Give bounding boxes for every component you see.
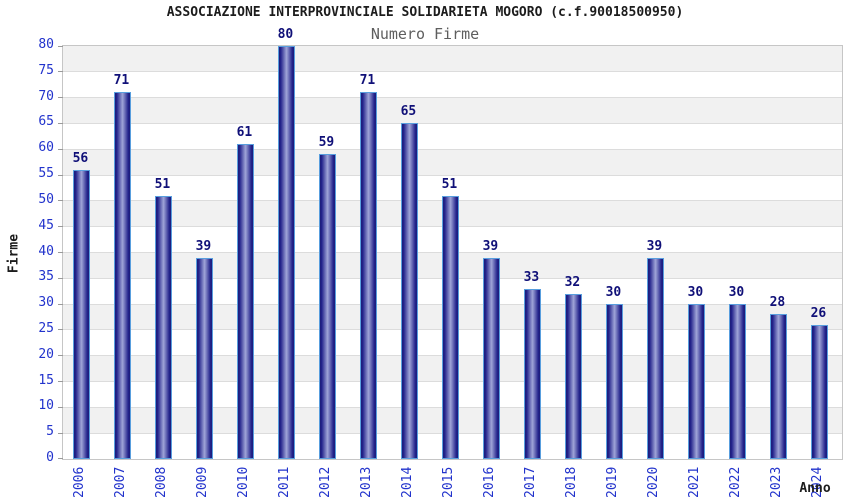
bar-value-label: 61 — [236, 125, 253, 141]
y-tick-label: 70 — [38, 88, 54, 104]
bar-value-label: 32 — [564, 274, 581, 290]
gridline — [63, 148, 842, 150]
plot-area — [58, 45, 843, 460]
y-tick-label: 40 — [38, 243, 54, 259]
bar-value-label: 39 — [195, 238, 212, 254]
x-tick-label-2010: 2010 — [236, 466, 252, 498]
x-tick-label-2012: 2012 — [318, 466, 334, 498]
bar-value-label: 51 — [154, 176, 171, 192]
bar-2024 — [810, 324, 828, 459]
gridline — [63, 71, 842, 73]
x-tick-label-2018: 2018 — [564, 466, 580, 498]
y-tick-label: 0 — [46, 450, 54, 465]
bar-value-label: 51 — [441, 176, 458, 192]
y-tick-mark — [58, 329, 63, 331]
y-tick-label: 15 — [38, 372, 54, 388]
bar-2014 — [400, 123, 418, 459]
bar-value-label: 28 — [769, 295, 786, 311]
x-tick-label-2015: 2015 — [441, 466, 457, 498]
bar-2015 — [441, 195, 459, 459]
x-tick-label-2017: 2017 — [523, 466, 539, 498]
y-tick-label: 30 — [38, 295, 54, 311]
y-tick-mark — [58, 71, 63, 73]
x-tick-label-2013: 2013 — [359, 466, 375, 498]
y-tick-mark — [58, 46, 63, 47]
y-tick-label: 35 — [38, 269, 54, 285]
bar-value-label: 56 — [72, 150, 89, 166]
bar-2007 — [113, 92, 131, 459]
x-tick-label-2011: 2011 — [277, 466, 293, 498]
bar-value-label: 80 — [277, 27, 294, 42]
x-tick-label-2009: 2009 — [195, 466, 211, 498]
y-tick-label: 10 — [38, 398, 54, 414]
y-tick-mark — [58, 252, 63, 253]
y-tick-mark — [58, 97, 63, 99]
x-tick-label-2007: 2007 — [113, 466, 129, 498]
bar-value-label: 39 — [482, 238, 499, 254]
y-tick-label: 60 — [38, 140, 54, 156]
y-tick-mark — [58, 381, 63, 383]
bar-2012 — [318, 154, 336, 459]
y-tick-mark — [58, 277, 63, 279]
x-tick-label-2016: 2016 — [482, 466, 498, 498]
bar-2021 — [687, 304, 705, 459]
bar-2023 — [769, 314, 787, 459]
bar-2013 — [359, 92, 377, 459]
y-tick-label: 65 — [38, 114, 54, 130]
bar-value-label: 59 — [318, 135, 335, 151]
bar-value-label: 71 — [113, 73, 130, 89]
bar-2010 — [236, 144, 254, 459]
y-tick-mark — [58, 174, 63, 176]
x-tick-label-2020: 2020 — [646, 466, 662, 498]
y-tick-mark — [58, 406, 63, 408]
bar-value-label: 39 — [646, 238, 663, 254]
y-tick-mark — [58, 200, 63, 202]
bar-value-label: 30 — [687, 285, 704, 301]
y-tick-label: 5 — [46, 424, 54, 440]
bar-2008 — [154, 195, 172, 459]
y-tick-label: 50 — [38, 191, 54, 207]
y-tick-mark — [58, 122, 63, 124]
y-tick-mark — [58, 148, 63, 150]
bar-2009 — [195, 257, 213, 459]
bar-value-label: 65 — [400, 104, 417, 120]
y-tick-label: 25 — [38, 320, 54, 336]
bar-2019 — [605, 304, 623, 459]
bar-value-label: 30 — [728, 285, 745, 301]
x-tick-label-2008: 2008 — [154, 466, 170, 498]
bar-value-label: 30 — [605, 285, 622, 301]
bar-2022 — [728, 304, 746, 459]
y-tick-mark — [58, 432, 63, 434]
y-tick-label: 80 — [38, 37, 54, 52]
bar-value-label: 71 — [359, 73, 376, 89]
gridline — [63, 97, 842, 99]
bar-value-label: 26 — [810, 305, 827, 321]
bar-2006 — [72, 169, 90, 459]
x-tick-label-2019: 2019 — [605, 466, 621, 498]
bar-2020 — [646, 257, 664, 459]
x-axis-title: Anno — [799, 481, 831, 496]
x-tick-label-2021: 2021 — [687, 466, 703, 498]
y-tick-mark — [58, 226, 63, 228]
gridline — [63, 122, 842, 124]
chart-title: ASSOCIAZIONE INTERPROVINCIALE SOLIDARIET… — [166, 5, 684, 20]
x-tick-label-2006: 2006 — [72, 466, 88, 498]
y-tick-label: 55 — [38, 166, 54, 182]
y-tick-mark — [58, 303, 63, 305]
y-tick-label: 45 — [38, 217, 54, 233]
x-tick-label-2022: 2022 — [728, 466, 744, 498]
y-tick-mark — [58, 458, 63, 459]
y-tick-mark — [58, 355, 63, 357]
chart-subtitle: Numero Firme — [370, 25, 480, 43]
bar-value-label: 33 — [523, 269, 540, 285]
bar-2018 — [564, 293, 582, 459]
bar-2011 — [277, 46, 295, 459]
y-tick-label: 20 — [38, 346, 54, 362]
gridline — [63, 174, 842, 176]
bar-2016 — [482, 257, 500, 459]
bar-2017 — [523, 288, 541, 459]
x-tick-label-2014: 2014 — [400, 466, 416, 498]
y-tick-label: 75 — [38, 62, 54, 78]
